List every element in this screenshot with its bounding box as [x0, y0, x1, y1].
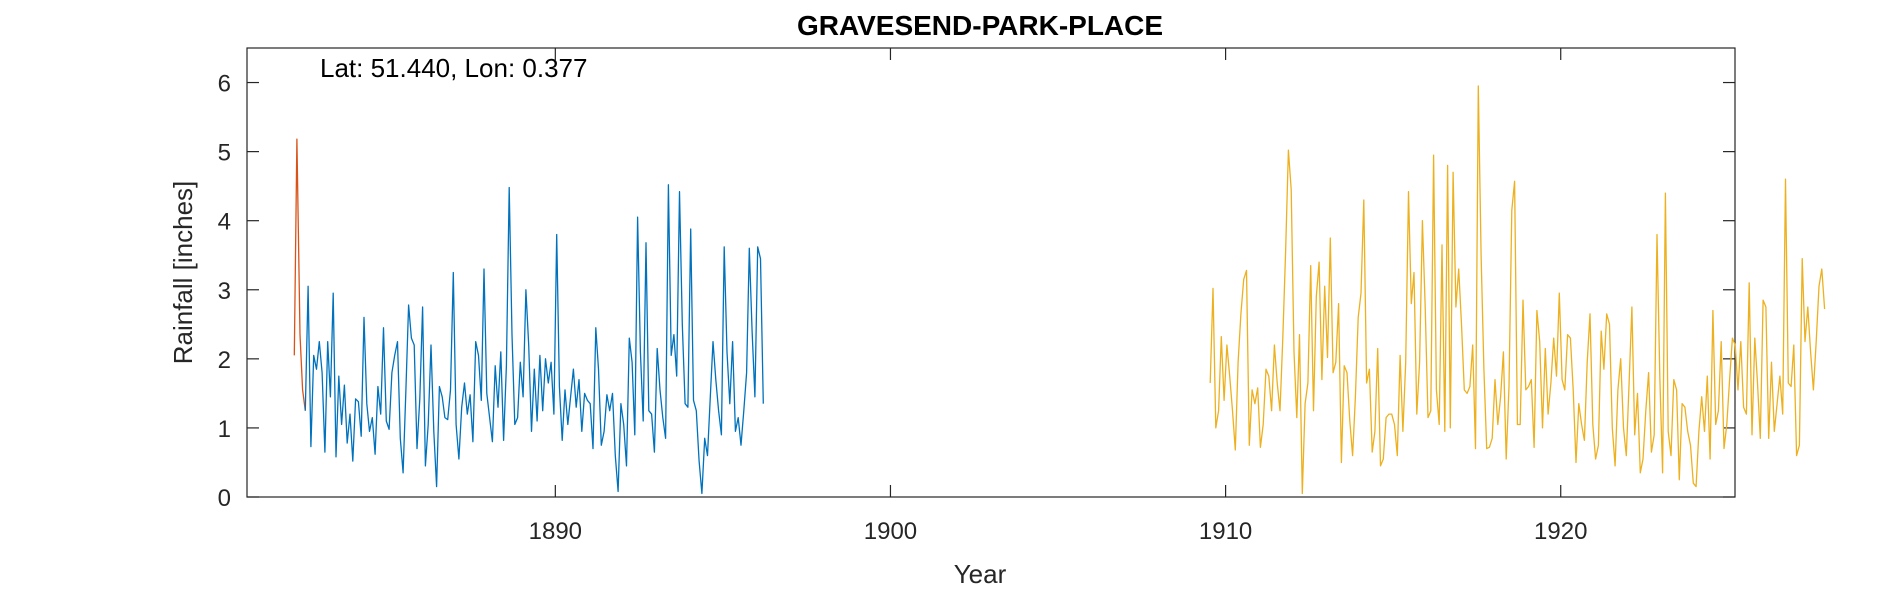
y-tick-label: 5: [218, 140, 231, 167]
x-tick-label: 1910: [1199, 518, 1252, 545]
y-tick-label: 2: [218, 347, 231, 374]
y-axis-label: Rainfall [inches]: [168, 181, 198, 365]
chart-title: GRAVESEND-PARK-PLACE: [797, 10, 1163, 41]
series-line-2: [304, 184, 764, 495]
y-tick-label: 1: [218, 416, 231, 443]
y-tick-label: 4: [218, 209, 231, 236]
x-axis-label: Year: [954, 559, 1007, 589]
x-tick-label: 1920: [1534, 518, 1587, 545]
plot-frame: [246, 47, 1736, 498]
y-tick-label: 6: [218, 71, 231, 98]
y-tick-label: 3: [218, 278, 231, 305]
series-line-3: [1209, 85, 1826, 495]
x-tick-label: 1890: [529, 518, 582, 545]
plot-area: 1890 1900 1910 1920 0 1 2 3 4 5 6: [218, 47, 1826, 545]
series-line-1: [293, 138, 306, 411]
y-tick-label: 0: [218, 485, 231, 512]
location-annotation: Lat: 51.440, Lon: 0.377: [320, 53, 587, 83]
x-axis-ticks: 1890 1900 1910 1920: [529, 48, 1587, 545]
y-axis-ticks: 0 1 2 3 4 5 6: [218, 71, 1735, 512]
series-group: [293, 85, 1826, 495]
x-tick-label: 1900: [864, 518, 917, 545]
